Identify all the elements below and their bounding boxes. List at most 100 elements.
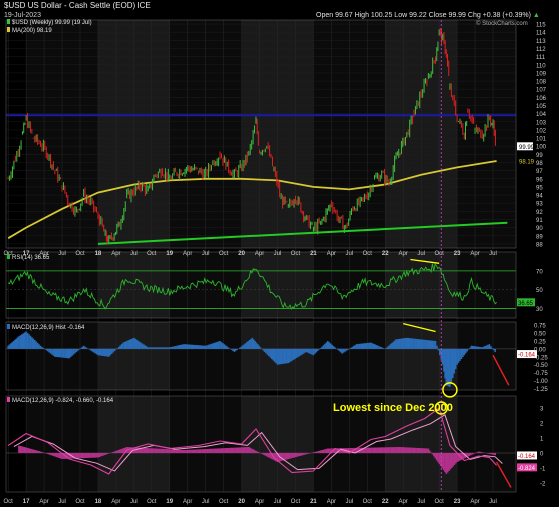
x-axis-label: Jul	[346, 499, 354, 505]
price-y-tick: 91	[536, 218, 543, 224]
x-axis-label: Jul	[202, 251, 210, 257]
x-axis-label: Apr	[399, 251, 408, 257]
rsi-y-tick: 50	[536, 288, 543, 294]
x-axis-label: Apr	[39, 499, 48, 505]
x-axis-label: Jul	[58, 499, 66, 505]
price-y-tick: 96	[536, 177, 543, 183]
hist-y-tick: -0.75	[534, 371, 548, 377]
legend-swatch	[7, 27, 10, 32]
price-y-tick: 99	[536, 153, 543, 159]
macd-y-tick: 1	[540, 437, 544, 443]
symbol-title: $USD US Dollar - Cash Settle (EOD) ICE	[4, 1, 151, 10]
panel-frame	[5, 395, 517, 493]
x-axis-label: Jul	[130, 499, 138, 505]
macd-y-tick: 0	[540, 452, 544, 458]
price-y-tick: 106	[536, 96, 547, 102]
macd-y-tick: 3	[540, 407, 544, 413]
macd-y-tick: -1	[540, 467, 546, 473]
price-y-tick: 103	[536, 120, 547, 126]
x-axis-label: Oct	[3, 499, 13, 505]
hist-y-tick: 0.00	[534, 347, 546, 353]
panel-frame	[5, 321, 517, 391]
header-date: 19-Jul-2023	[4, 12, 41, 19]
hist-divergence-line	[403, 322, 436, 333]
x-axis-label: Jul	[489, 499, 497, 505]
watermark: © StockCharts.com	[476, 20, 528, 27]
hist-y-tick: -0.50	[534, 363, 548, 369]
x-axis-label: 19	[166, 251, 173, 257]
x-axis-label: Apr	[327, 251, 336, 257]
x-axis-label: 18	[95, 499, 102, 505]
price-y-tick: 105	[536, 104, 547, 110]
price-y-tick: 100	[536, 145, 547, 151]
rsi-value-tag	[517, 298, 535, 307]
price-y-tick: 112	[536, 47, 546, 53]
hist-y-tick: 0.25	[534, 339, 546, 345]
legend-label: MACD(12,26,9) -0.824, -0.660, -0.164	[12, 398, 114, 404]
x-axis-label: Apr	[111, 499, 120, 505]
price-y-tick: 107	[536, 88, 547, 94]
x-axis-label: Apr	[327, 499, 336, 505]
macd-y-tick: 2	[540, 422, 544, 428]
x-axis-label: Oct	[291, 251, 301, 257]
x-axis-label: Jul	[489, 251, 497, 257]
macd-y-tick: -2	[540, 482, 546, 488]
year-band	[457, 252, 516, 318]
hist-low-circle	[442, 382, 458, 398]
x-axis-label: Oct	[219, 499, 229, 505]
x-axis-label: 20	[238, 499, 245, 505]
rsi-panel: 36.65	[6, 258, 535, 310]
x-axis-label: 20	[238, 251, 245, 257]
hist-value-label: -0.164	[518, 353, 536, 359]
x-axis-label: Jul	[417, 251, 425, 257]
grid-lines	[6, 20, 516, 492]
price-y-tick: 108	[536, 80, 547, 86]
rsi-value-label: 36.65	[518, 301, 534, 307]
price-y-tick: 93	[536, 202, 543, 208]
x-axis-label: Apr	[183, 499, 192, 505]
x-axis-label: Jul	[130, 251, 138, 257]
hist-y-tick: 0.75	[534, 324, 546, 330]
x-axis-label: Apr	[39, 251, 48, 257]
x-axis-label: Jul	[274, 251, 282, 257]
x-axis-label: Oct	[434, 251, 444, 257]
red-arrow-1	[492, 354, 510, 386]
ma-200-line	[7, 160, 497, 239]
price-y-tick: 97	[536, 169, 543, 175]
price-y-tick: 110	[536, 63, 546, 69]
rsi-line	[7, 263, 497, 310]
price-y-tick: 98	[536, 161, 543, 167]
panel-frame	[5, 19, 517, 249]
x-axis-label: Jul	[417, 499, 425, 505]
x-axis-label: 21	[310, 499, 317, 505]
hist-y-tick: -0.25	[534, 355, 548, 361]
callout-text: Lowest since Dec 2000	[333, 402, 453, 414]
x-axis-label: Oct	[363, 499, 373, 505]
legend-swatch	[7, 397, 10, 402]
panel-frame	[5, 251, 517, 319]
x-axis-label: 23	[454, 251, 461, 257]
year-band	[457, 20, 516, 248]
x-axis-label: Apr	[255, 251, 264, 257]
x-axis-label: Jul	[346, 251, 354, 257]
price-y-tick: 104	[536, 112, 547, 118]
x-axis-label: Oct	[291, 499, 301, 505]
rsi-y-tick: 30	[536, 307, 543, 313]
macd-value-tag	[517, 463, 537, 472]
macd-histogram-panel: -0.164	[6, 322, 537, 387]
legend-label: $USD (Weekly) 99.99 (19 Jul)	[12, 20, 92, 26]
legend-label: RSI(14) 36.65	[12, 255, 50, 261]
trendline	[97, 221, 508, 245]
price-y-tick: 92	[536, 210, 543, 216]
year-band	[457, 322, 516, 390]
hist-value-tag	[517, 350, 537, 359]
x-axis-label: Jul	[58, 251, 66, 257]
macd-value-tag	[517, 451, 537, 460]
ma-value-label: 98.19	[519, 159, 535, 165]
x-axis-label: 23	[454, 499, 461, 505]
macd-value-label: -0.164	[518, 454, 536, 460]
price-y-tick: 94	[536, 194, 543, 200]
price-y-tick: 111	[536, 55, 546, 61]
x-axis-label: Oct	[434, 499, 444, 505]
legend-swatch	[7, 254, 10, 259]
